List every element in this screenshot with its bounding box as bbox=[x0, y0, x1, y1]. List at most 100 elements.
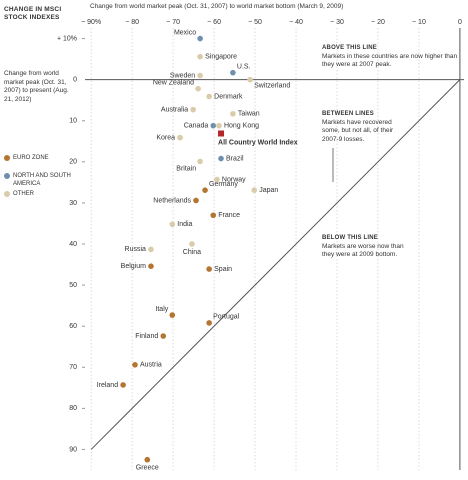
x-tick-label: − 20 bbox=[371, 19, 385, 26]
y-axis-title: Change from world market peak (Oct. 31, … bbox=[4, 70, 69, 103]
legend-label: OTHER bbox=[13, 191, 34, 197]
data-point bbox=[148, 246, 154, 253]
index-marker bbox=[218, 130, 225, 137]
data-point bbox=[197, 53, 203, 60]
annotation-text: Markets in these countries are now highe… bbox=[322, 52, 458, 69]
annotation-heading: BETWEEN LINES bbox=[322, 111, 374, 117]
x-tick-label: − 70 bbox=[166, 19, 180, 26]
data-point bbox=[216, 122, 222, 129]
point-label: Italy bbox=[155, 306, 168, 313]
legend-swatch bbox=[4, 155, 10, 161]
x-tick-label: 0 bbox=[458, 19, 462, 26]
point-label: India bbox=[177, 221, 192, 228]
legend-swatch bbox=[4, 173, 10, 179]
data-point bbox=[169, 221, 176, 228]
legend-item: OTHER bbox=[4, 190, 99, 198]
point-label: Britain bbox=[176, 165, 196, 172]
data-point bbox=[251, 187, 258, 193]
x-tick-label: − 10 bbox=[412, 19, 426, 26]
reference-line bbox=[90, 79, 461, 450]
data-point bbox=[206, 93, 212, 100]
annotation-heading: BELOW THIS LINE bbox=[322, 235, 378, 241]
legend-label: NORTH AND SOUTH AMERICA bbox=[13, 173, 71, 187]
data-point bbox=[177, 134, 183, 141]
chart-title: CHANGE IN MSCI STOCK INDEXES bbox=[4, 6, 62, 21]
x-tick-label: − 50 bbox=[248, 19, 262, 26]
y-tick-label: 70 bbox=[69, 364, 77, 371]
data-point bbox=[214, 176, 220, 183]
point-label: Portugal bbox=[213, 314, 240, 321]
point-label: Hong Kong bbox=[224, 123, 259, 130]
point-label: China bbox=[183, 249, 201, 256]
x-axis-title: Change from world market peak (Oct. 31, … bbox=[90, 3, 344, 10]
y-tick-label: 40 bbox=[69, 241, 77, 248]
legend-label: EURO ZONE bbox=[13, 155, 49, 161]
x-tick-label: − 40 bbox=[289, 19, 303, 26]
annotation: BETWEEN LINES Markets have recovered some… bbox=[322, 110, 408, 144]
point-label: Brazil bbox=[226, 155, 244, 162]
point-label: Singapore bbox=[205, 53, 237, 60]
data-point bbox=[210, 122, 217, 129]
data-point bbox=[206, 266, 212, 272]
point-label: Spain bbox=[214, 266, 232, 273]
point-label: Korea bbox=[156, 134, 175, 141]
point-label: Ireland bbox=[97, 382, 119, 389]
point-label: Germany bbox=[209, 181, 238, 188]
point-label: Sweden bbox=[170, 72, 195, 79]
point-label: Denmark bbox=[214, 93, 243, 100]
legend-swatch bbox=[4, 191, 10, 197]
data-point bbox=[230, 110, 236, 117]
data-point bbox=[148, 263, 154, 270]
data-point bbox=[169, 312, 176, 318]
data-point bbox=[120, 382, 126, 388]
point-label: Belgium bbox=[121, 263, 146, 270]
point-label: Austria bbox=[140, 362, 162, 369]
point-label: France bbox=[218, 212, 240, 219]
data-point bbox=[144, 456, 151, 463]
data-point bbox=[218, 155, 224, 162]
legend-item: EURO ZONE bbox=[4, 154, 99, 162]
index-label: All Country World Index bbox=[218, 139, 298, 146]
annotation-heading: ABOVE THIS LINE bbox=[322, 45, 378, 51]
x-tick-label: − 30 bbox=[330, 19, 344, 26]
y-tick-label: 90 bbox=[69, 446, 77, 453]
point-label: Russia bbox=[125, 246, 147, 253]
x-tick-label: − 60 bbox=[207, 19, 221, 26]
point-label: New Zealand bbox=[153, 80, 194, 87]
annotation: ABOVE THIS LINE Markets in these countrie… bbox=[322, 44, 462, 70]
data-point bbox=[132, 362, 138, 368]
data-point bbox=[206, 320, 212, 326]
data-point bbox=[230, 69, 236, 76]
data-point bbox=[202, 187, 208, 193]
x-tick-label: − 90% bbox=[81, 19, 101, 26]
point-label: Japan bbox=[259, 187, 278, 194]
point-label: Norway bbox=[222, 176, 246, 183]
point-label: Australia bbox=[161, 107, 188, 114]
point-label: Mexico bbox=[174, 29, 196, 36]
y-tick-label: 80 bbox=[69, 405, 77, 412]
data-point bbox=[189, 241, 195, 247]
point-label: Switzerland bbox=[254, 83, 290, 90]
point-label: Taiwan bbox=[238, 111, 260, 118]
data-point bbox=[197, 35, 203, 42]
data-point bbox=[160, 333, 167, 339]
y-tick-label: 60 bbox=[69, 323, 77, 330]
annotation: BELOW THIS LINE Markets are worse now tha… bbox=[322, 234, 412, 260]
point-label: Canada bbox=[184, 123, 209, 130]
y-tick-label: + 10% bbox=[57, 35, 77, 42]
point-label: U.S. bbox=[237, 64, 251, 71]
y-tick-label: 50 bbox=[69, 282, 77, 289]
y-tick-label: 10 bbox=[69, 118, 77, 125]
data-point bbox=[197, 72, 203, 79]
y-tick-label: 30 bbox=[69, 200, 77, 207]
y-tick-label: 0 bbox=[73, 77, 77, 84]
data-point bbox=[197, 158, 203, 165]
data-point bbox=[210, 212, 217, 219]
annotation-text: Markets are worse now than they were at … bbox=[322, 242, 404, 259]
data-point bbox=[190, 106, 196, 113]
point-label: Greece bbox=[136, 465, 159, 472]
annotation-text: Markets have recovered some, but not all… bbox=[322, 118, 394, 143]
x-tick-label: − 80 bbox=[125, 19, 139, 26]
